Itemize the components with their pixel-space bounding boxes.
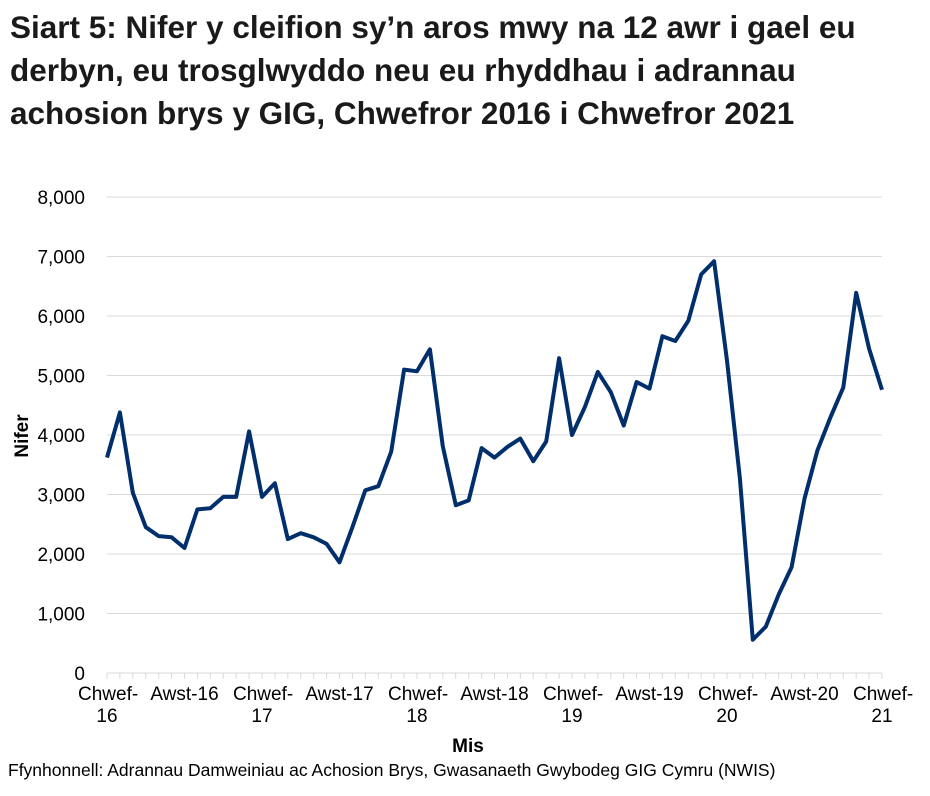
y-tick-label: 0: [74, 664, 85, 685]
x-tick-label: Chwef-20: [698, 684, 759, 727]
y-tick-label: 4,000: [37, 426, 85, 447]
x-tick-label: Chwef-21: [853, 684, 914, 727]
data-points: [106, 261, 883, 640]
source-note: Ffynhonnell: Adrannau Damweiniau ac Acho…: [8, 760, 776, 780]
series-line: [105, 259, 884, 642]
x-axis: [106, 672, 883, 679]
chart-title: Siart 5: Nifer y cleifion sy’n aros mwy …: [10, 9, 856, 131]
x-tick-label: Awst-18: [460, 684, 529, 705]
x-axis-label: Mis: [452, 736, 484, 757]
y-axis-ticks: 0 1,000 2,000 3,000 4,000 5,000 6,000 7,000 8,00…: [37, 188, 85, 685]
y-tick-label: 2,000: [37, 545, 85, 566]
gridlines: [107, 196, 882, 614]
y-tick-label: 7,000: [37, 248, 85, 269]
x-tick-label: Awst-19: [615, 684, 684, 705]
y-tick-label: 1,000: [37, 605, 85, 626]
x-tick-label: Chwef-19: [543, 684, 604, 727]
x-tick-label: Awst-16: [150, 684, 219, 705]
y-axis-label: Nifer: [12, 414, 33, 458]
x-tick-label: Chwef-18: [388, 684, 449, 727]
y-tick-label: 6,000: [37, 307, 85, 328]
y-tick-label: 3,000: [37, 486, 85, 507]
x-tick-label: Awst-20: [770, 684, 839, 705]
y-tick-label: 5,000: [37, 367, 85, 388]
y-tick-label: 8,000: [37, 188, 85, 209]
x-tick-label: Chwef-16: [78, 684, 139, 727]
x-tick-label: Awst-17: [305, 684, 374, 705]
x-tick-label: Chwef-17: [233, 684, 294, 727]
